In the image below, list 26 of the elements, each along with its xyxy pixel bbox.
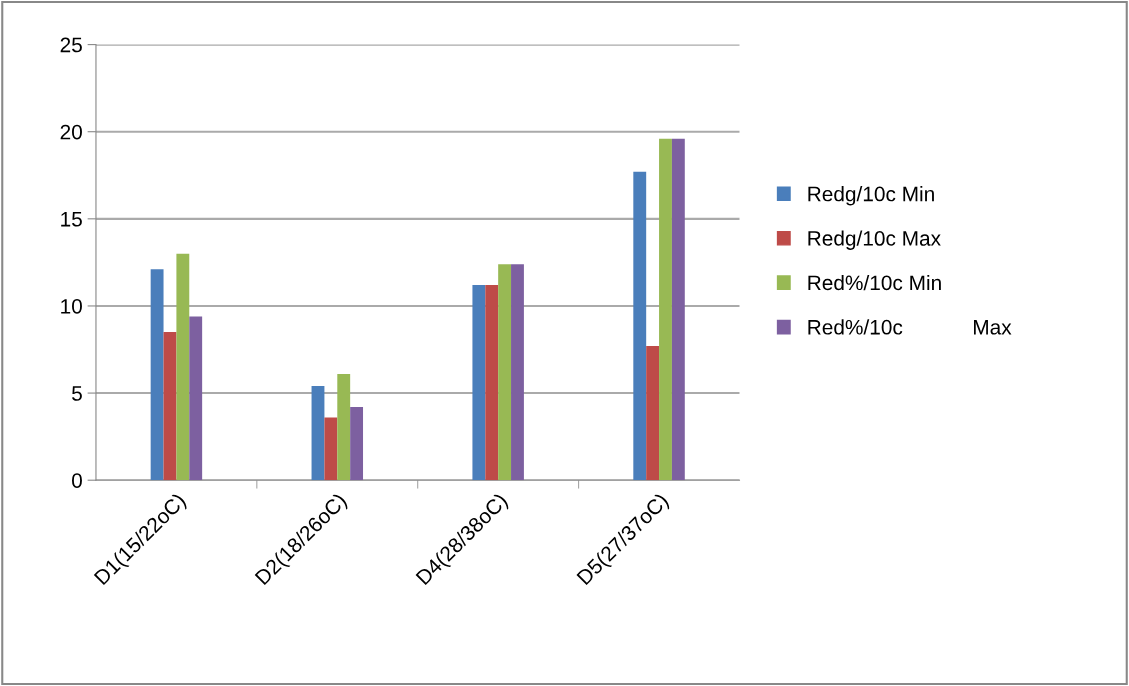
bar	[646, 346, 660, 481]
bar	[337, 373, 351, 481]
y-tick-label: 15	[61, 212, 82, 227]
bar	[472, 285, 486, 481]
legend-label: Red%/10c Min	[808, 274, 941, 291]
bar	[659, 138, 672, 481]
bar	[163, 332, 177, 481]
bar	[324, 417, 338, 481]
y-tick-label: 25	[60, 37, 82, 53]
y-tick-label: 20	[60, 124, 82, 140]
bar	[485, 285, 499, 481]
bar	[633, 171, 647, 481]
bar	[511, 264, 524, 481]
bar	[350, 407, 364, 481]
legend-label: Redg/10c Min	[808, 186, 934, 206]
y-tick-label: 5	[72, 386, 82, 401]
bar	[176, 253, 190, 481]
legend-label: Red%/10c Max	[808, 319, 1012, 335]
y-tick-label: 0	[72, 473, 82, 488]
y-tick-label: 10	[61, 298, 82, 314]
bar	[671, 138, 685, 481]
legend-label: Redg/10c Max	[808, 230, 941, 250]
bar	[150, 269, 164, 481]
bar	[189, 316, 203, 481]
bar	[311, 386, 325, 481]
bar	[498, 264, 512, 481]
